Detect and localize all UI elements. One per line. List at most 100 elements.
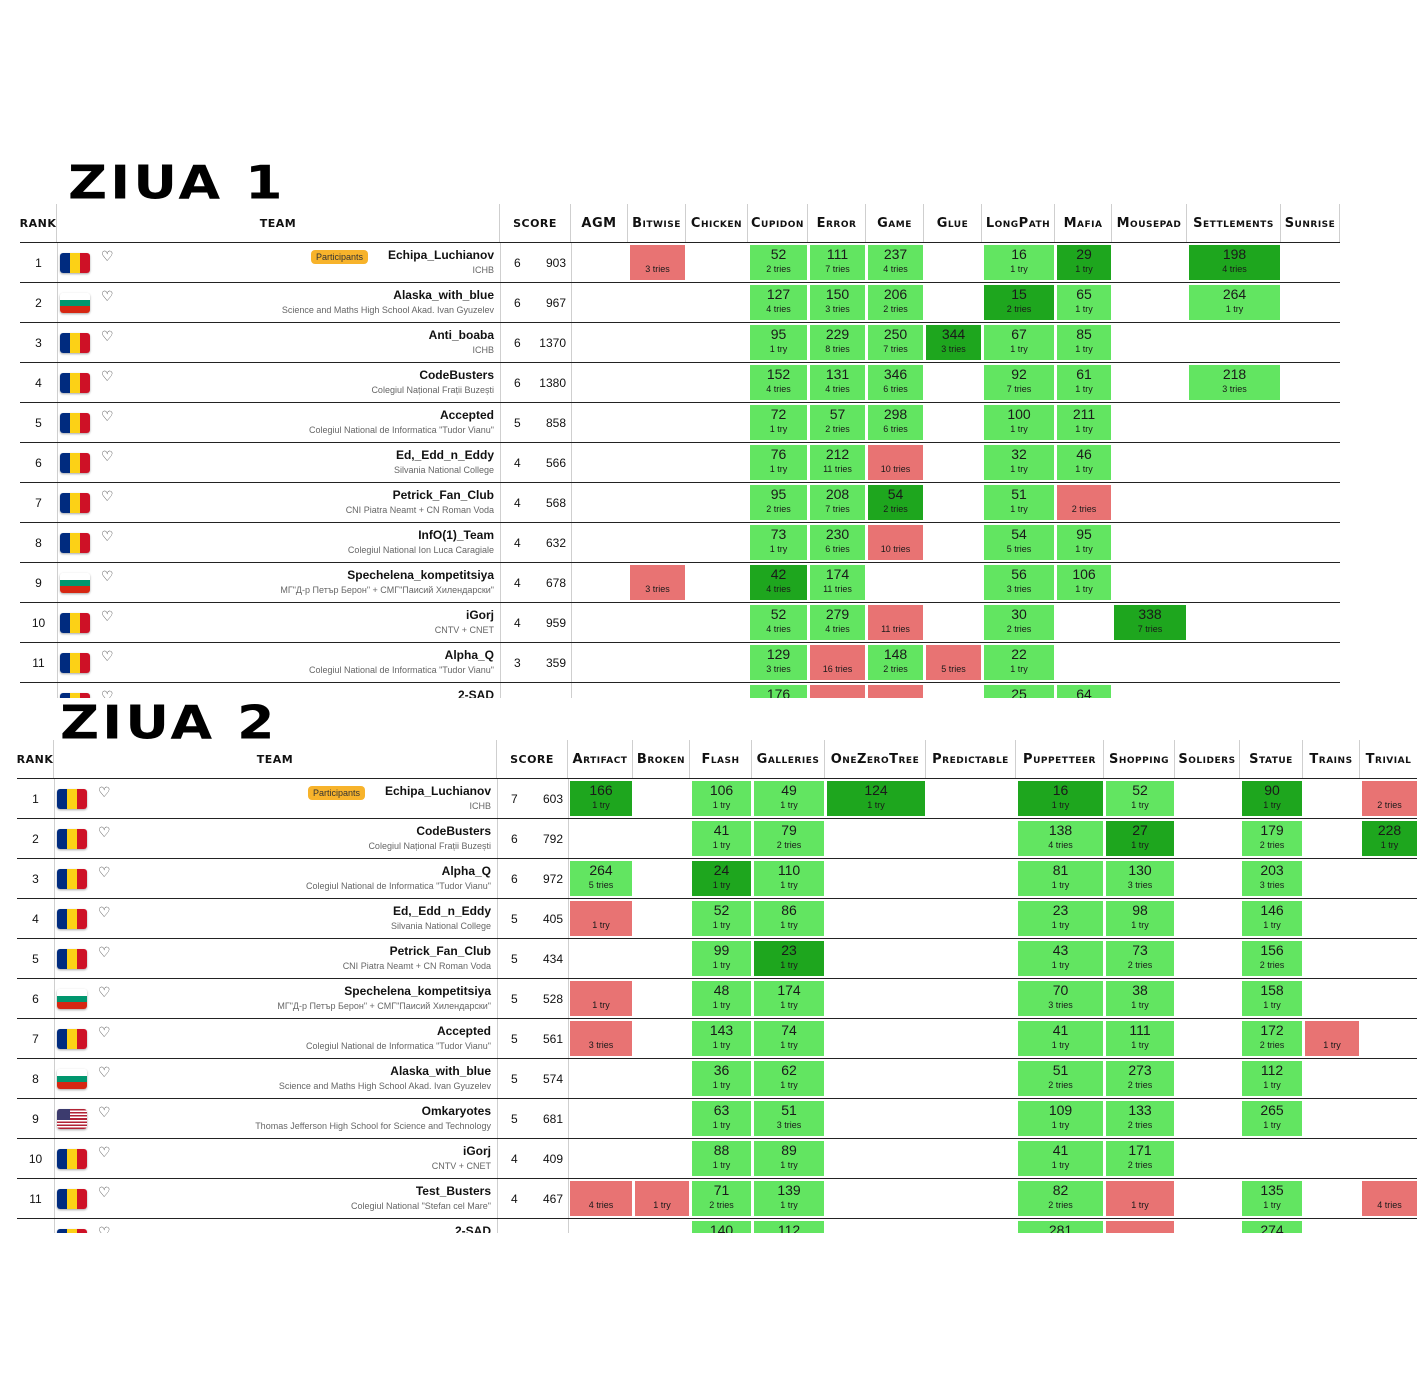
problem-cell-fail[interactable]: 3 tries bbox=[630, 565, 685, 600]
team-name[interactable]: iGorj bbox=[465, 608, 494, 622]
team-name[interactable]: Alpha_Q bbox=[444, 648, 494, 662]
problem-cell-ok[interactable]: 298 6 tries bbox=[868, 405, 923, 440]
team-name[interactable]: Alpha_Q bbox=[441, 864, 491, 878]
problem-cell-ok[interactable]: 86 1 try bbox=[754, 901, 824, 936]
problem-header-galleries[interactable]: Galleries bbox=[752, 740, 825, 778]
problem-cell-ok[interactable]: 152 4 tries bbox=[750, 365, 807, 400]
problem-cell-ok[interactable]: 52 4 tries bbox=[750, 605, 807, 640]
problem-cell-ok[interactable]: 67 1 try bbox=[984, 325, 1054, 360]
problem-cell-ok[interactable]: 274 bbox=[1242, 1221, 1302, 1233]
problem-header-cupidon[interactable]: Cupidon bbox=[748, 204, 808, 242]
problem-header-flash[interactable]: Flash bbox=[690, 740, 752, 778]
problem-cell-fail[interactable] bbox=[1106, 1221, 1174, 1233]
problem-header-predictable[interactable]: Predictable bbox=[926, 740, 1016, 778]
problem-cell-ok[interactable]: 143 1 try bbox=[692, 1021, 751, 1056]
team-name[interactable]: Ed,_Edd_n_Eddy bbox=[395, 448, 494, 462]
problem-cell-ok[interactable]: 111 1 try bbox=[1106, 1021, 1174, 1056]
problem-cell-first[interactable]: 124 1 try bbox=[827, 781, 925, 816]
team-name[interactable]: Echipa_Luchianov bbox=[384, 784, 491, 798]
problem-cell-ok[interactable]: 146 1 try bbox=[1242, 901, 1302, 936]
team-name[interactable]: Accepted bbox=[439, 408, 494, 422]
team-name[interactable]: Ed,_Edd_n_Eddy bbox=[392, 904, 491, 918]
problem-cell-ok[interactable]: 64 bbox=[1057, 685, 1111, 698]
favorite-heart-icon[interactable]: ♡ bbox=[98, 785, 111, 801]
problem-cell-ok[interactable]: 41 1 try bbox=[692, 821, 751, 856]
problem-cell-ok[interactable]: 73 2 tries bbox=[1106, 941, 1174, 976]
problem-header-error[interactable]: Error bbox=[808, 204, 866, 242]
problem-cell-ok[interactable]: 52 2 tries bbox=[750, 245, 807, 280]
problem-cell-ok[interactable]: 43 1 try bbox=[1018, 941, 1103, 976]
problem-cell-ok[interactable]: 171 2 tries bbox=[1106, 1141, 1174, 1176]
team-name[interactable]: Alaska_with_blue bbox=[390, 1064, 491, 1078]
problem-cell-ok[interactable]: 106 1 try bbox=[692, 781, 751, 816]
favorite-heart-icon[interactable]: ♡ bbox=[98, 1105, 111, 1121]
problem-cell-ok[interactable]: 72 1 try bbox=[750, 405, 807, 440]
problem-cell-ok[interactable]: 100 1 try bbox=[984, 405, 1054, 440]
problem-cell-ok[interactable]: 57 2 tries bbox=[810, 405, 865, 440]
problem-cell-ok[interactable]: 203 3 tries bbox=[1242, 861, 1302, 896]
favorite-heart-icon[interactable]: ♡ bbox=[101, 289, 114, 305]
team-name[interactable]: 2-SAD bbox=[457, 688, 494, 698]
problem-header-onezerotree[interactable]: OneZeroTree bbox=[825, 740, 926, 778]
problem-cell-ok[interactable]: 250 7 tries bbox=[868, 325, 923, 360]
problem-cell-ok[interactable]: 135 1 try bbox=[1242, 1181, 1302, 1216]
problem-cell-ok[interactable]: 76 1 try bbox=[750, 445, 807, 480]
problem-cell-first[interactable]: 198 4 tries bbox=[1189, 245, 1280, 280]
problem-cell-ok[interactable]: 65 1 try bbox=[1057, 285, 1111, 320]
problem-header-puppetteer[interactable]: Puppetteer bbox=[1016, 740, 1104, 778]
problem-cell-ok[interactable]: 51 1 try bbox=[984, 485, 1054, 520]
problem-cell-ok[interactable]: 56 3 tries bbox=[984, 565, 1054, 600]
team-name[interactable]: Test_Busters bbox=[415, 1184, 491, 1198]
problem-header-trivial[interactable]: Trivial bbox=[1360, 740, 1417, 778]
favorite-heart-icon[interactable]: ♡ bbox=[101, 609, 114, 625]
problem-cell-ok[interactable]: 41 1 try bbox=[1018, 1021, 1103, 1056]
problem-cell-ok[interactable]: 106 1 try bbox=[1057, 565, 1111, 600]
team-name[interactable]: Petrick_Fan_Club bbox=[392, 488, 494, 502]
problem-cell-fail[interactable]: 2 tries bbox=[1057, 485, 1111, 520]
problem-cell-first[interactable]: 42 4 tries bbox=[750, 565, 807, 600]
problem-cell-ok[interactable]: 208 7 tries bbox=[810, 485, 865, 520]
favorite-heart-icon[interactable]: ♡ bbox=[101, 329, 114, 345]
problem-cell-ok[interactable]: 264 1 try bbox=[1189, 285, 1280, 320]
problem-cell-ok[interactable]: 206 2 tries bbox=[868, 285, 923, 320]
problem-cell-ok[interactable]: 16 1 try bbox=[984, 245, 1054, 280]
problem-cell-ok[interactable]: 133 2 tries bbox=[1106, 1101, 1174, 1136]
problem-cell-ok[interactable]: 112 1 try bbox=[1242, 1061, 1302, 1096]
team-name[interactable]: 2-SAD bbox=[454, 1224, 491, 1233]
problem-cell-fail[interactable] bbox=[868, 685, 923, 698]
problem-cell-fail[interactable]: 4 tries bbox=[570, 1181, 632, 1216]
problem-cell-first[interactable]: 228 1 try bbox=[1362, 821, 1417, 856]
problem-cell-ok[interactable]: 273 2 tries bbox=[1106, 1061, 1174, 1096]
problem-cell-fail[interactable]: 1 try bbox=[1305, 1021, 1359, 1056]
problem-header-shopping[interactable]: Shopping bbox=[1104, 740, 1175, 778]
problem-cell-first[interactable]: 24 1 try bbox=[692, 861, 751, 896]
problem-cell-ok[interactable]: 211 1 try bbox=[1057, 405, 1111, 440]
problem-cell-ok[interactable]: 139 1 try bbox=[754, 1181, 824, 1216]
problem-cell-ok[interactable]: 51 2 tries bbox=[1018, 1061, 1103, 1096]
favorite-heart-icon[interactable]: ♡ bbox=[98, 825, 111, 841]
team-name[interactable]: Echipa_Luchianov bbox=[387, 248, 494, 262]
problem-header-broken[interactable]: Broken bbox=[633, 740, 690, 778]
problem-cell-ok[interactable]: 81 1 try bbox=[1018, 861, 1103, 896]
problem-cell-ok[interactable]: 230 6 tries bbox=[810, 525, 865, 560]
problem-cell-ok[interactable]: 279 4 tries bbox=[810, 605, 865, 640]
problem-cell-ok[interactable]: 138 4 tries bbox=[1018, 821, 1103, 856]
problem-header-artifact[interactable]: Artifact bbox=[568, 740, 633, 778]
problem-header-settlements[interactable]: Settlements bbox=[1187, 204, 1281, 242]
problem-cell-first[interactable]: 29 1 try bbox=[1057, 245, 1111, 280]
problem-cell-ok[interactable]: 281 bbox=[1018, 1221, 1103, 1233]
problem-header-chicken[interactable]: Chicken bbox=[686, 204, 748, 242]
problem-cell-ok[interactable]: 82 2 tries bbox=[1018, 1181, 1103, 1216]
problem-cell-first[interactable]: 344 3 tries bbox=[926, 325, 981, 360]
problem-cell-first[interactable]: 166 1 try bbox=[570, 781, 632, 816]
problem-cell-ok[interactable]: 46 1 try bbox=[1057, 445, 1111, 480]
favorite-heart-icon[interactable]: ♡ bbox=[98, 985, 111, 1001]
problem-cell-ok[interactable]: 229 8 tries bbox=[810, 325, 865, 360]
problem-cell-ok[interactable]: 148 2 tries bbox=[868, 645, 923, 680]
problem-header-statue[interactable]: Statue bbox=[1240, 740, 1303, 778]
team-name[interactable]: Spechelena_kompetitsiya bbox=[344, 984, 491, 998]
problem-cell-first[interactable]: 54 2 tries bbox=[868, 485, 923, 520]
problem-cell-ok[interactable]: 61 1 try bbox=[1057, 365, 1111, 400]
problem-cell-fail[interactable]: 2 tries bbox=[1362, 781, 1417, 816]
problem-cell-fail[interactable]: 4 tries bbox=[1362, 1181, 1417, 1216]
